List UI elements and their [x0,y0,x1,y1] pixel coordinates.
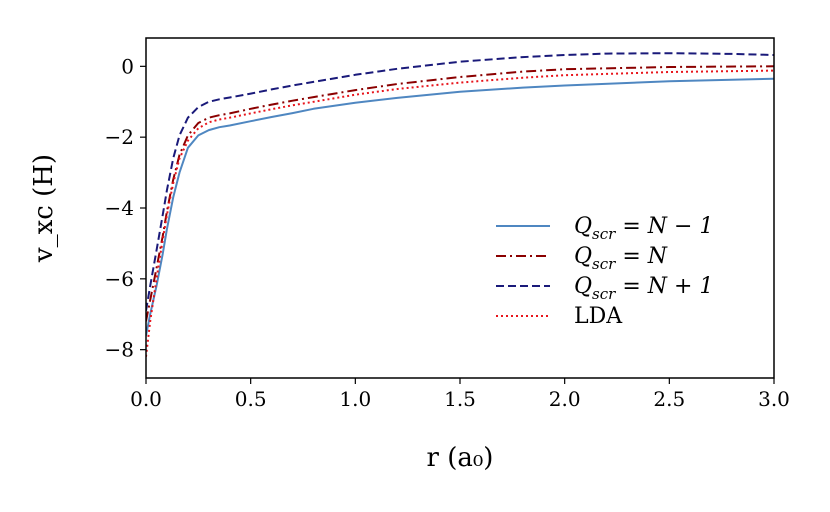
x-tick-label: 0.0 [130,387,162,411]
y-tick-label: 0 [121,54,134,78]
legend-label-1: Qscr = N [574,244,668,273]
plot-frame [145,37,775,379]
legend-label-3: LDA [574,304,623,329]
y-tick-label: −4 [105,196,134,220]
y-axis-label: v_xc (H) [29,154,59,263]
y-tick-label: −8 [105,338,134,362]
legend-label-0: Qscr = N − 1 [574,214,713,243]
y-tick-label: −6 [105,267,134,291]
series-line-3 [146,69,774,357]
y-tick-label: −2 [105,125,134,149]
x-tick-label: 1.0 [339,387,371,411]
x-tick-label: 2.0 [549,387,581,411]
series-line-0 [146,77,774,336]
series-line-1 [146,65,774,322]
x-tick-label: 1.5 [444,387,476,411]
x-tick-label: 3.0 [758,387,790,411]
x-axis-label: r (a₀) [427,443,494,473]
legend-label-2: Qscr = N + 1 [574,274,713,303]
x-tick-label: 0.5 [235,387,267,411]
series-line-2 [146,52,774,311]
x-tick-label: 2.5 [653,387,685,411]
